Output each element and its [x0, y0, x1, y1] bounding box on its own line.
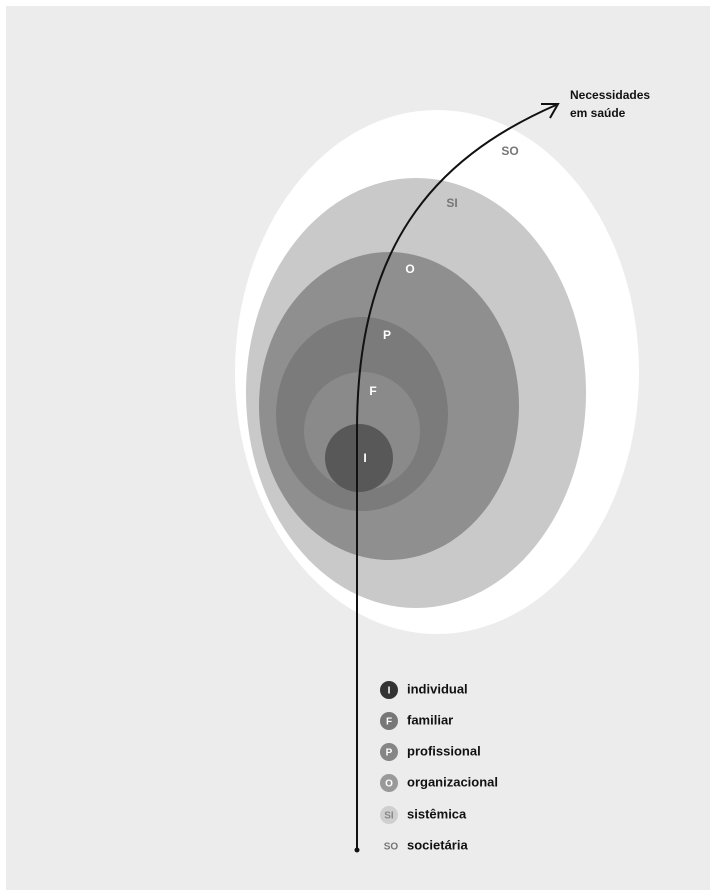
legend-abbr: SO — [384, 842, 399, 853]
arrow-head — [541, 103, 560, 119]
legend-label: profissional — [407, 743, 481, 758]
ring-label: SI — [446, 196, 457, 210]
legend: I individual F familiar P profissional O… — [380, 681, 498, 853]
arrow-start — [354, 847, 360, 853]
title-line: Necessidades — [570, 88, 650, 102]
ring-label: F — [369, 384, 376, 398]
legend-label: societária — [407, 837, 468, 852]
title-line: em saúde — [570, 106, 626, 120]
legend-abbr: F — [386, 717, 392, 728]
legend-label: sistêmica — [407, 806, 467, 821]
legend-swatch — [380, 743, 398, 761]
legend-abbr: SI — [384, 811, 394, 822]
legend-label: familiar — [407, 712, 453, 727]
legend-swatch — [380, 712, 398, 730]
legend-abbr: I — [388, 686, 391, 697]
ring-label: O — [405, 262, 414, 276]
legend-abbr: O — [385, 779, 393, 790]
legend-label: organizacional — [407, 774, 498, 789]
ring-label: P — [383, 328, 391, 342]
legend-swatch — [380, 806, 398, 824]
ring-individual — [325, 424, 393, 492]
ring-label: I — [363, 451, 366, 465]
arrow — [356, 104, 557, 850]
legend-swatch — [380, 774, 398, 792]
legend-label: individual — [407, 681, 468, 696]
legend-swatch — [380, 681, 398, 699]
legend-abbr: P — [386, 748, 393, 759]
ring-label: SO — [501, 144, 518, 158]
